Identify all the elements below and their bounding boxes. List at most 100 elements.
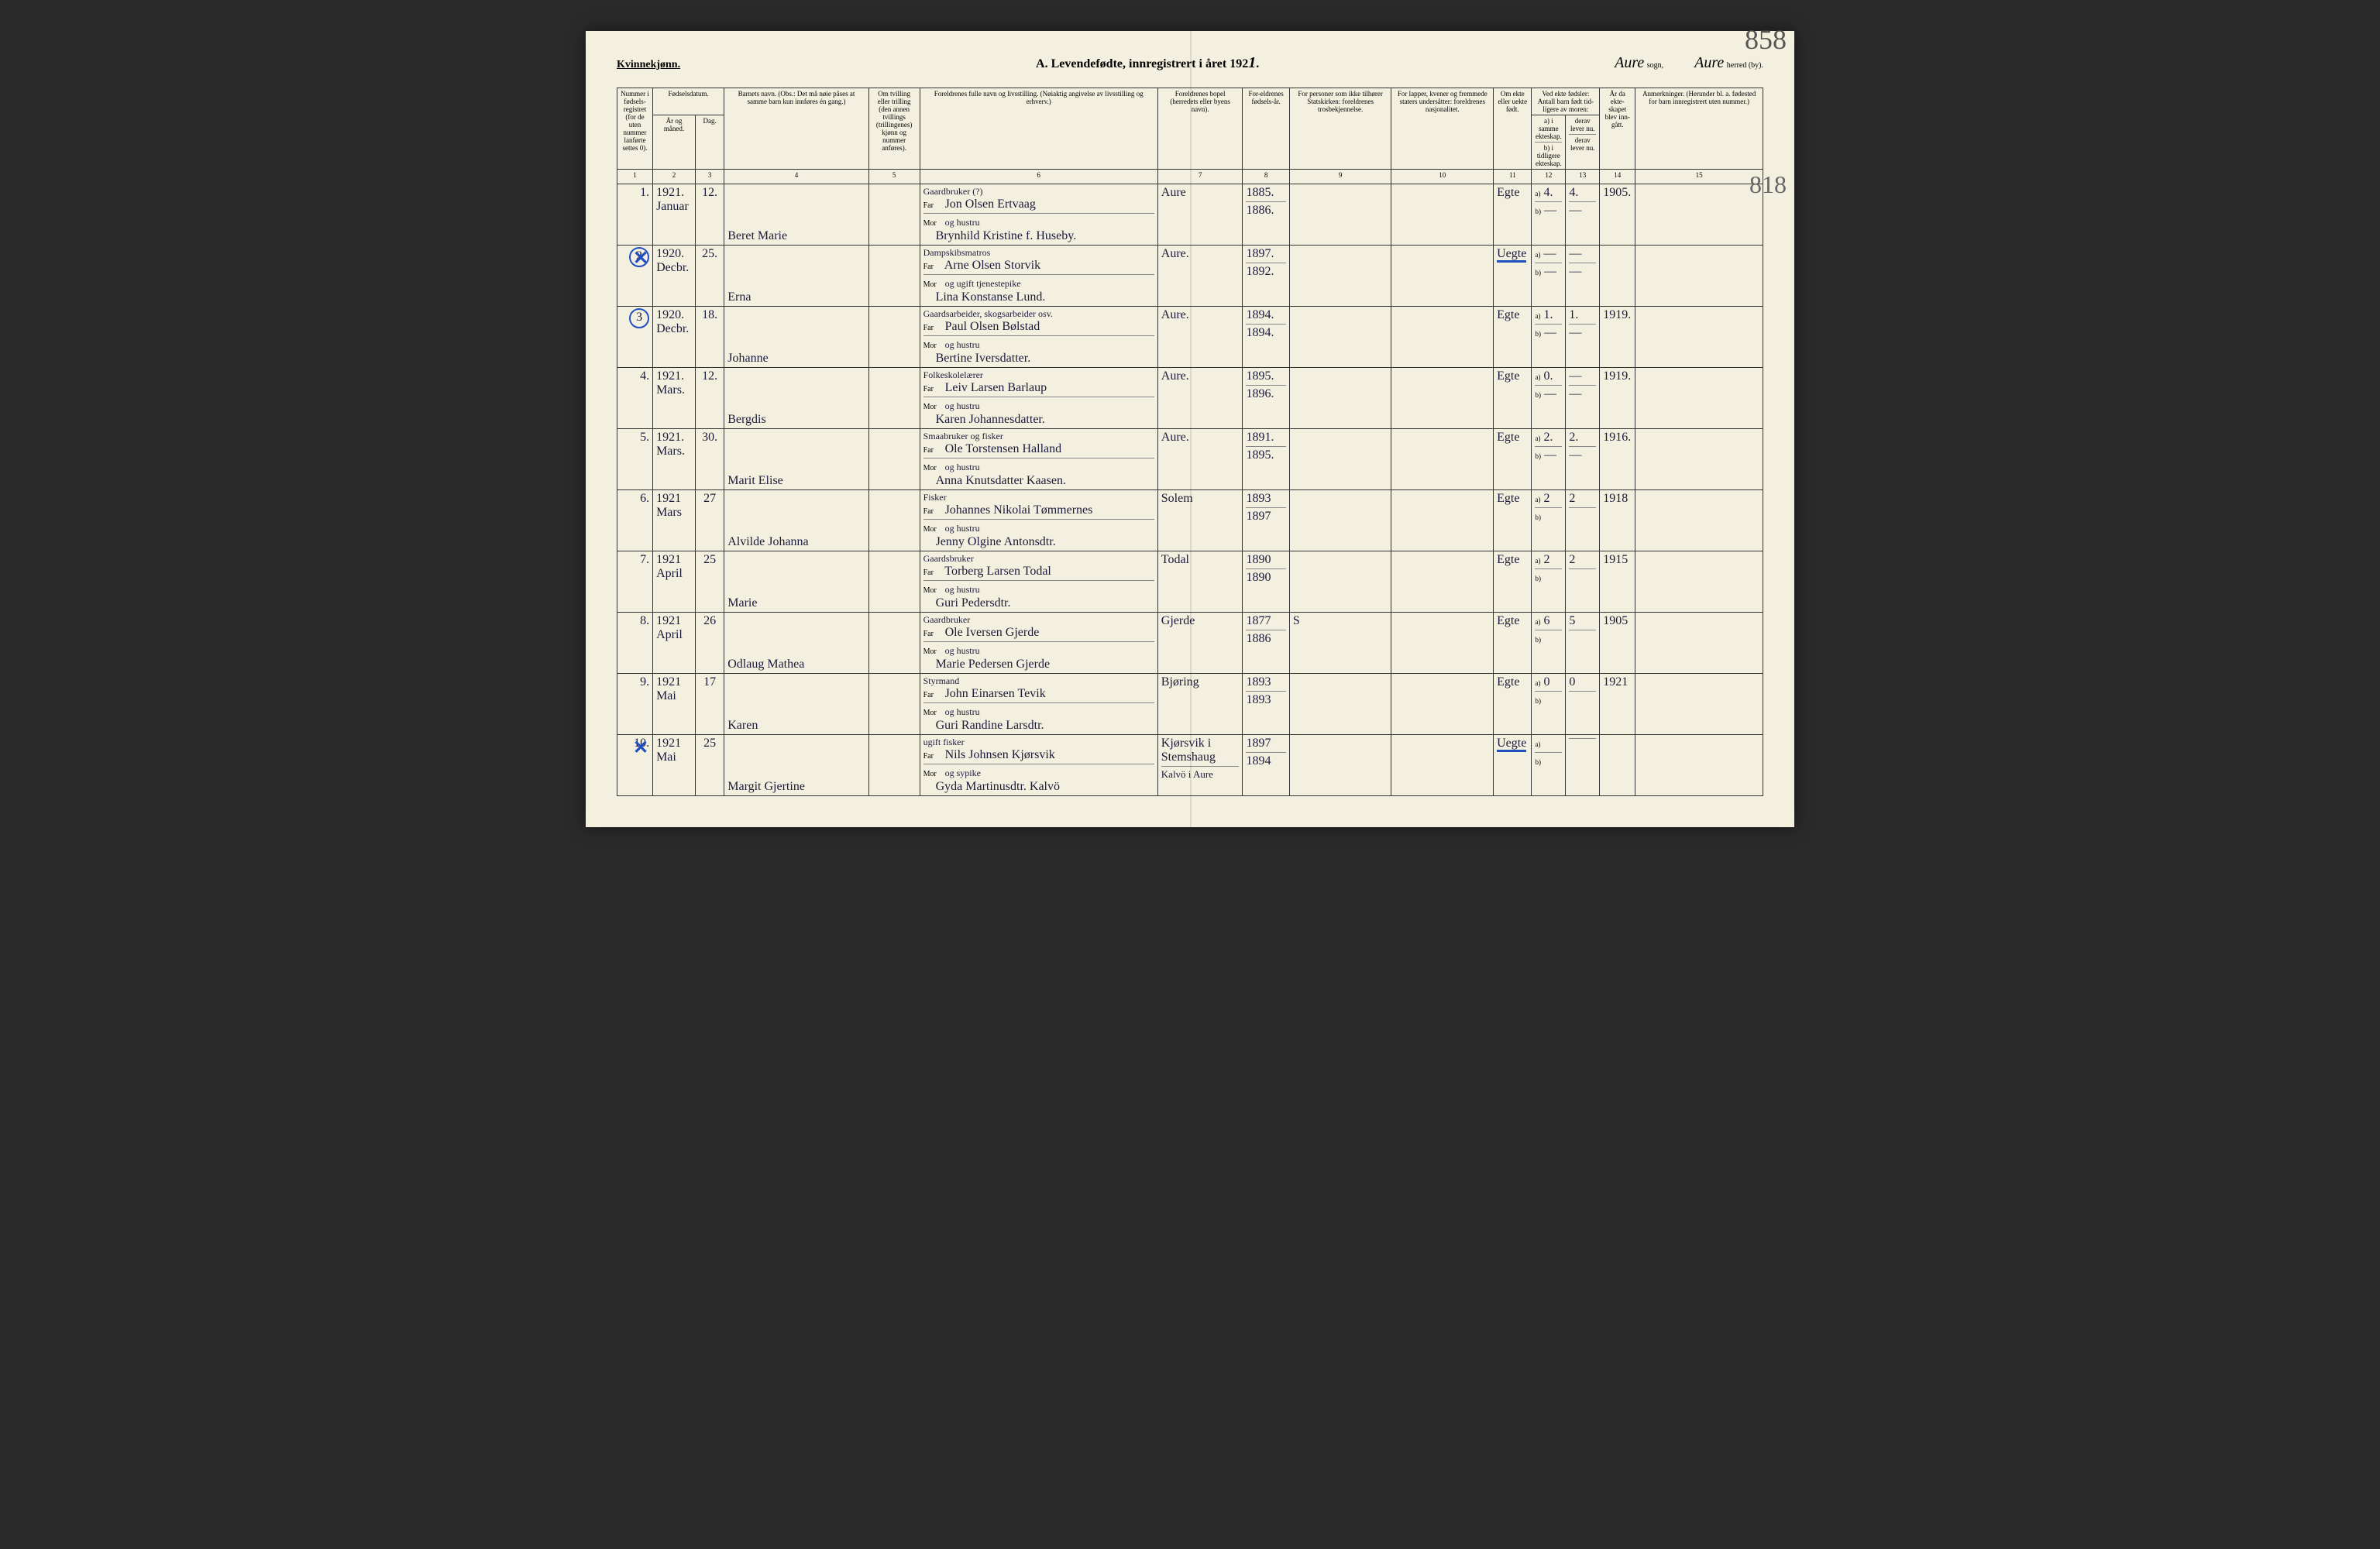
cell-day: 17 <box>695 674 724 735</box>
cell-child-name: Karen <box>724 674 869 735</box>
cell-count-a: a) 6b) <box>1532 613 1566 674</box>
cell-marriage-year: 1915 <box>1600 551 1635 613</box>
col-7-header: Foreldrenes bopel (herredets eller byens… <box>1157 88 1243 170</box>
sogn-block: Aure sogn, <box>1615 54 1663 72</box>
cell-num: 5. <box>617 429 653 490</box>
cell-twin <box>868 735 920 796</box>
cell-parents: Gaardsarbeider, skogsarbeider osv. Far P… <box>920 307 1157 368</box>
table-row: 9. 1921Mai 17 Karen Styrmand Far John Ei… <box>617 674 1763 735</box>
cell-count-a: a) 2b) <box>1532 490 1566 551</box>
cell-parents: Smaabruker og fisker Far Ole Torstensen … <box>920 429 1157 490</box>
table-head: Nummer i fødsels-registret (for de uten … <box>617 88 1763 184</box>
cell-count-b: 2 <box>1566 551 1600 613</box>
cell-religion <box>1289 735 1391 796</box>
col-15-header: Anmerkninger. (Herunder bl. a. fødested … <box>1635 88 1763 170</box>
col-2-header: År og måned. <box>653 115 696 170</box>
cell-year-month: 1921Mars <box>653 490 696 551</box>
table-row: 5. 1921.Mars. 30. Marit Elise Smaabruker… <box>617 429 1763 490</box>
cell-marriage-year: 1919. <box>1600 368 1635 429</box>
cell-ekte: Uegte <box>1494 735 1532 796</box>
cell-twin <box>868 184 920 246</box>
cell-parent-years: 1895.1896. <box>1243 368 1289 429</box>
cell-religion <box>1289 307 1391 368</box>
cell-child-name: Marie <box>724 551 869 613</box>
cell-nationality <box>1391 246 1494 307</box>
col-10-header: For lapper, kvener og fremmede staters u… <box>1391 88 1494 170</box>
cell-day: 30. <box>695 429 724 490</box>
cell-parents: ugift fisker Far Nils Johnsen Kjørsvik M… <box>920 735 1157 796</box>
cell-parent-years: 18901890 <box>1243 551 1289 613</box>
gender-label: Kvinnekjønn. <box>617 59 680 71</box>
cell-marriage-year: 1905 <box>1600 613 1635 674</box>
cell-ekte: Egte <box>1494 429 1532 490</box>
cell-nationality <box>1391 613 1494 674</box>
cell-marriage-year: 1905. <box>1600 184 1635 246</box>
cell-parents: Dampskibsmatros Far Arne Olsen Storvik M… <box>920 246 1157 307</box>
cell-parent-years: 1894.1894. <box>1243 307 1289 368</box>
cell-ekte: Egte <box>1494 551 1532 613</box>
cell-bopel: Aure. <box>1157 246 1243 307</box>
cell-num: ✕10. <box>617 735 653 796</box>
page-header: Kvinnekjønn. A. Levendefødte, innregistr… <box>617 54 1763 72</box>
table-row: ✕2 1920.Decbr. 25. Erna Dampskibsmatros … <box>617 246 1763 307</box>
cell-num: 6. <box>617 490 653 551</box>
cell-child-name: Erna <box>724 246 869 307</box>
cell-child-name: Beret Marie <box>724 184 869 246</box>
cell-remarks <box>1635 184 1763 246</box>
cell-ekte: Egte <box>1494 490 1532 551</box>
cell-remarks <box>1635 246 1763 307</box>
cell-day: 18. <box>695 307 724 368</box>
cell-child-name: Odlaug Mathea <box>724 613 869 674</box>
cell-child-name: Alvilde Johanna <box>724 490 869 551</box>
cell-num: 9. <box>617 674 653 735</box>
cell-nationality <box>1391 184 1494 246</box>
cell-bopel: Aure <box>1157 184 1243 246</box>
cell-twin <box>868 613 920 674</box>
cell-count-a: a) 4.b) — <box>1532 184 1566 246</box>
cell-count-b: 0 <box>1566 674 1600 735</box>
herred-label: herred (by). <box>1727 61 1763 70</box>
cell-parent-years: 1897.1892. <box>1243 246 1289 307</box>
cell-nationality <box>1391 674 1494 735</box>
register-table: Nummer i fødsels-registret (for de uten … <box>617 88 1763 796</box>
col-12-header: Ved ekte fødsler: Antall barn født tid-l… <box>1532 88 1600 115</box>
cell-ekte: Egte <box>1494 184 1532 246</box>
cell-year-month: 1920.Decbr. <box>653 307 696 368</box>
cell-year-month: 1921Mai <box>653 735 696 796</box>
page-number: 858 <box>1745 23 1787 56</box>
table-row: 4. 1921.Mars. 12. Bergdis Folkeskolelære… <box>617 368 1763 429</box>
cell-remarks <box>1635 613 1763 674</box>
cell-religion <box>1289 368 1391 429</box>
cell-num: 7. <box>617 551 653 613</box>
cell-bopel: Aure. <box>1157 368 1243 429</box>
cell-day: 25 <box>695 551 724 613</box>
cell-parent-years: 18971894 <box>1243 735 1289 796</box>
cell-count-a: a) b) <box>1532 735 1566 796</box>
cell-year-month: 1921Mai <box>653 674 696 735</box>
cell-religion <box>1289 490 1391 551</box>
cell-bopel: Aure. <box>1157 307 1243 368</box>
cell-day: 26 <box>695 613 724 674</box>
cell-count-b: —— <box>1566 368 1600 429</box>
table-row: 1. 1921.Januar 12. Beret Marie Gaardbruk… <box>617 184 1763 246</box>
cell-remarks <box>1635 429 1763 490</box>
cell-child-name: Bergdis <box>724 368 869 429</box>
cell-count-a: a) —b) — <box>1532 246 1566 307</box>
cell-parents: Gaardbruker Far Ole Iversen Gjerde Mor o… <box>920 613 1157 674</box>
col-6-header: Foreldrenes fulle navn og livsstilling. … <box>920 88 1157 170</box>
cell-count-b: —— <box>1566 246 1600 307</box>
cell-parent-years: 18931897 <box>1243 490 1289 551</box>
cell-count-b: 4.— <box>1566 184 1600 246</box>
cell-num: 3 <box>617 307 653 368</box>
cell-parent-years: 1885.1886. <box>1243 184 1289 246</box>
col-5-header: Om tvilling eller trilling (den annen tv… <box>868 88 920 170</box>
column-numbers: 1 2 3 4 5 6 7 8 9 10 11 12 13 14 15 <box>617 170 1763 184</box>
cell-twin <box>868 368 920 429</box>
cell-count-b: 5 <box>1566 613 1600 674</box>
cell-remarks <box>1635 368 1763 429</box>
cell-twin <box>868 246 920 307</box>
table-row: ✕10. 1921Mai 25 Margit Gjertine ugift fi… <box>617 735 1763 796</box>
cell-bopel: Bjøring <box>1157 674 1243 735</box>
cell-count-a: a) 2b) <box>1532 551 1566 613</box>
cell-parents: Folkeskolelærer Far Leiv Larsen Barlaup … <box>920 368 1157 429</box>
